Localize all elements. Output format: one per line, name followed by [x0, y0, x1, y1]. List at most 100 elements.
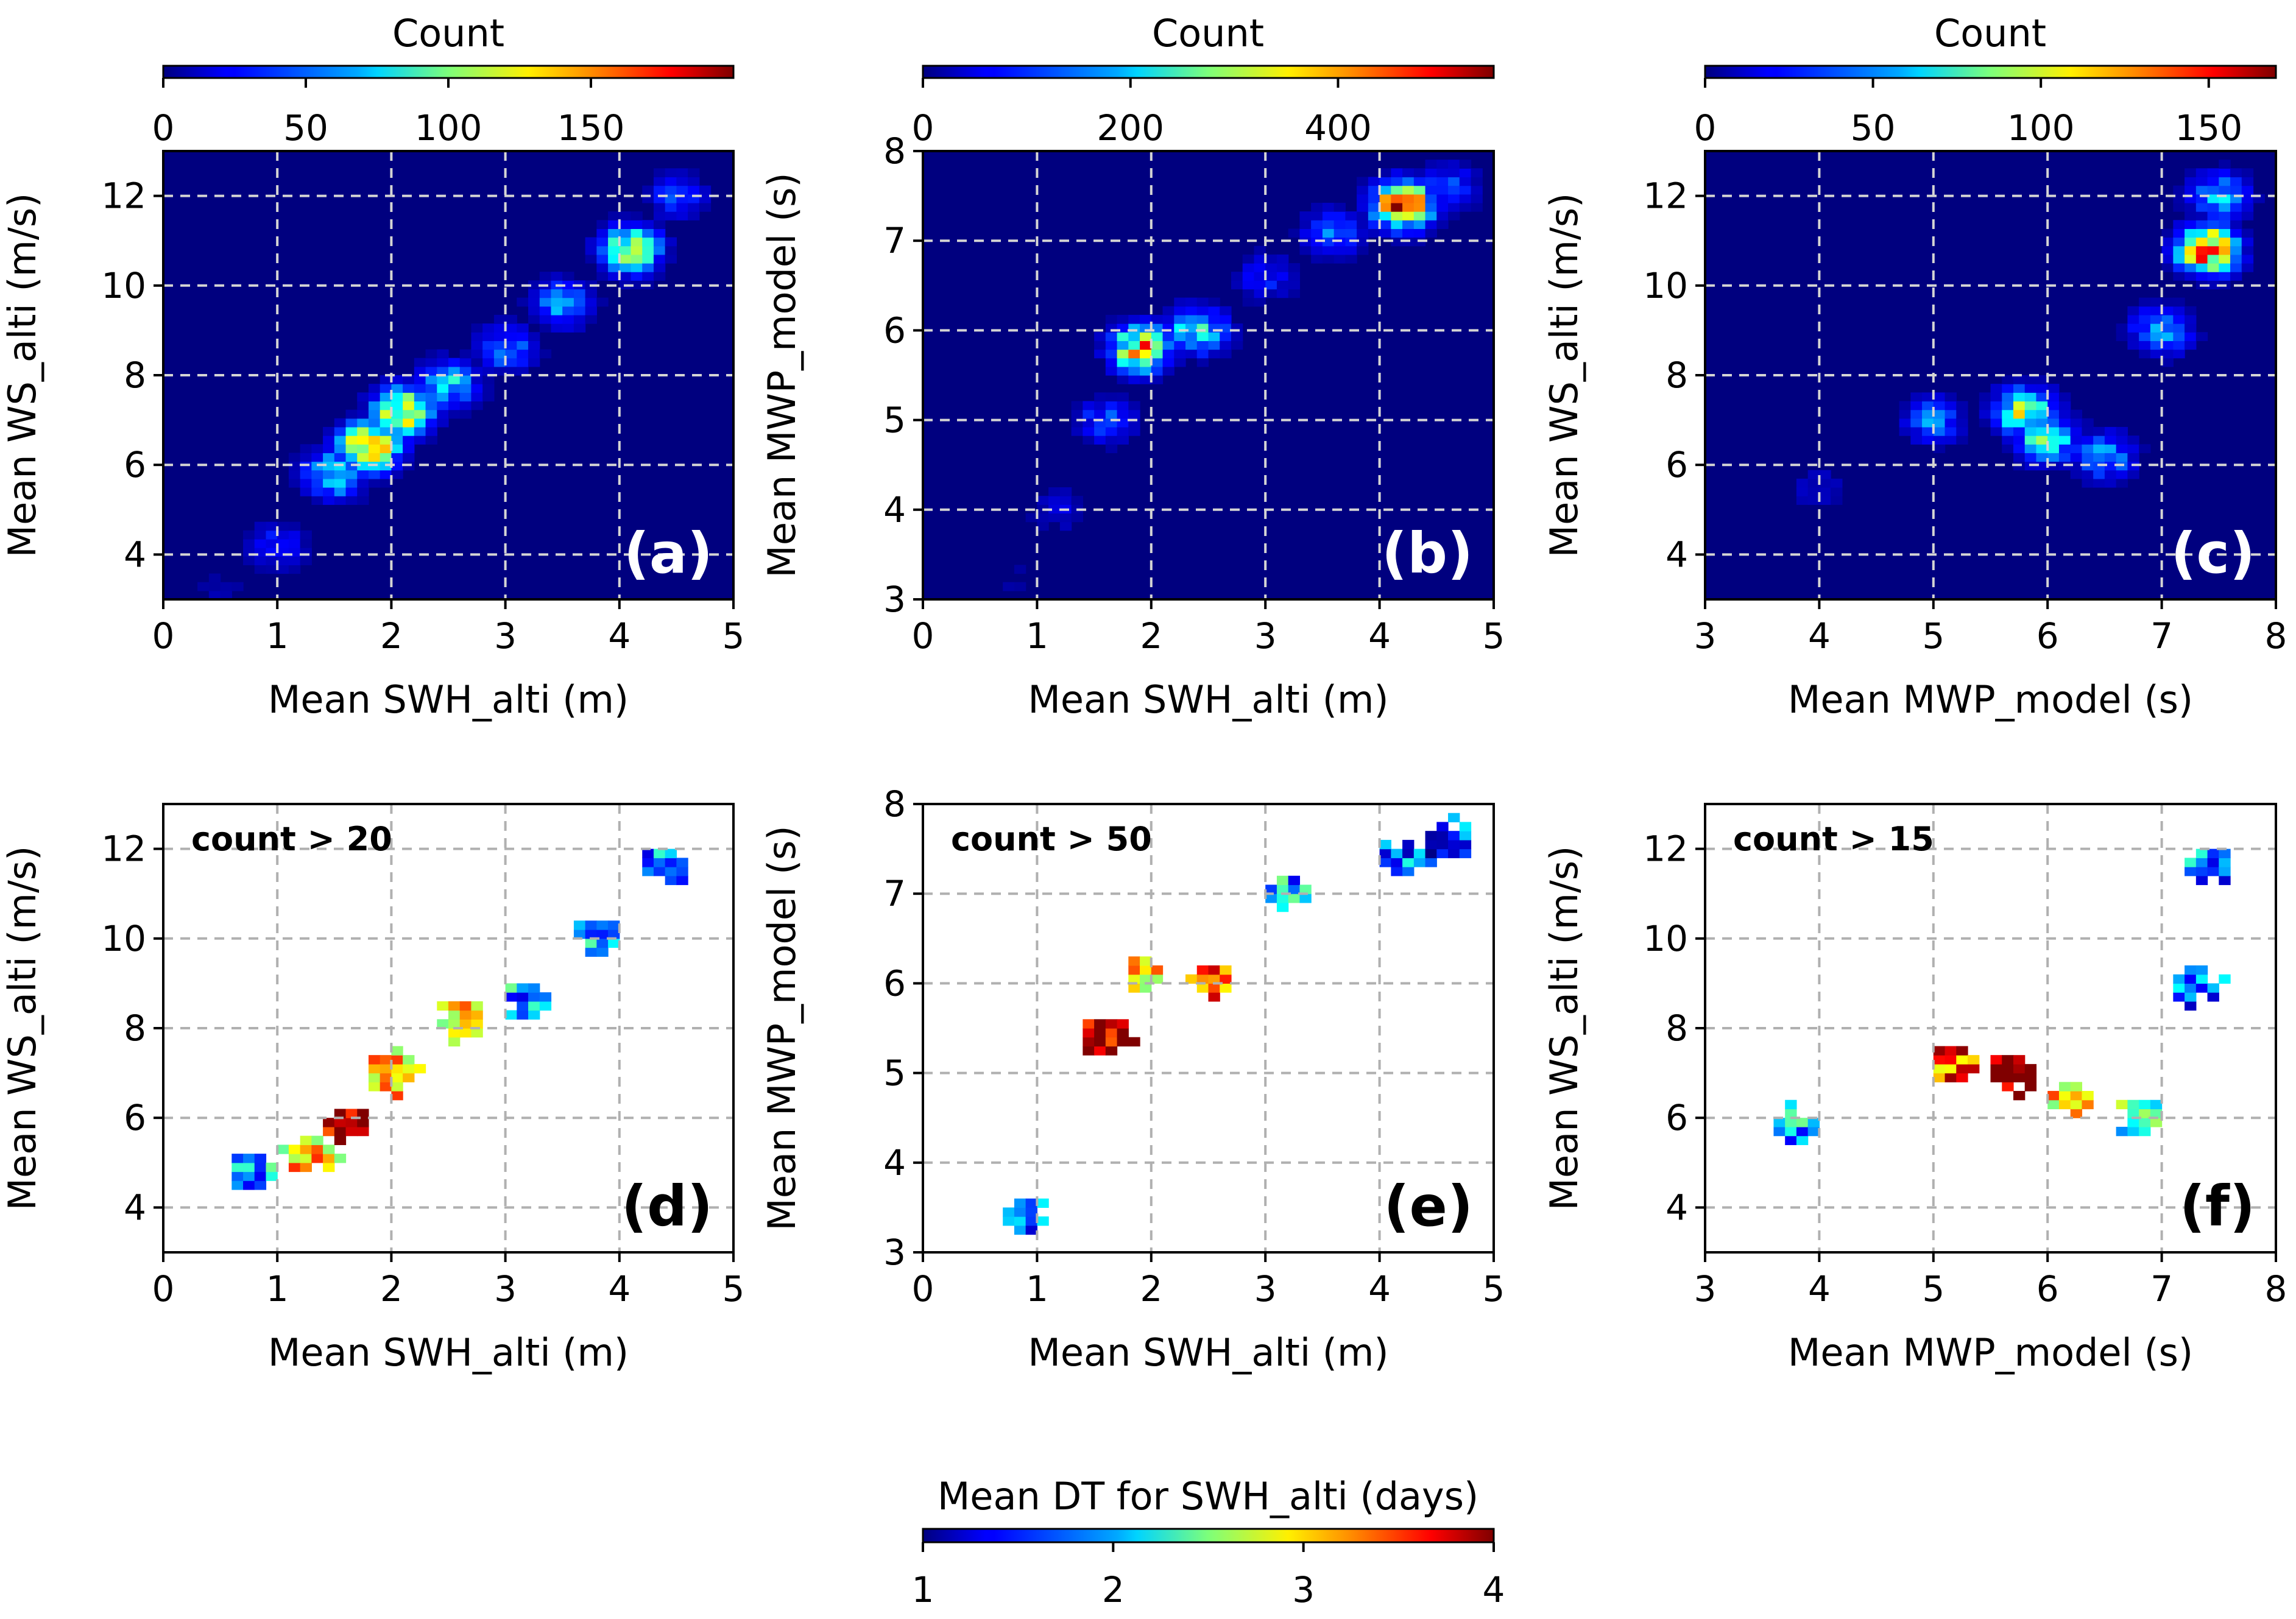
- heat-cell: [2104, 470, 2117, 479]
- heat-cell: [1185, 314, 1198, 324]
- heat-cell: [2185, 867, 2197, 877]
- heatmap-cells-c: [1796, 160, 2265, 505]
- heat-cell: [573, 929, 586, 939]
- heat-cell: [2093, 453, 2105, 462]
- heat-cell: [2070, 453, 2083, 462]
- heat-cell: [1014, 1216, 1026, 1226]
- heat-cell: [1037, 513, 1049, 523]
- heat-cell: [608, 237, 620, 247]
- x-tick-label: 7: [2150, 615, 2173, 657]
- heat-cell: [2116, 323, 2128, 333]
- heat-cell: [334, 1126, 347, 1137]
- count-threshold-note-f: count > 15: [1733, 820, 1934, 858]
- heat-cell: [2241, 237, 2254, 247]
- heat-cell: [1014, 1225, 1026, 1235]
- x-tick-label: 3: [1694, 615, 1717, 657]
- heat-cell: [380, 453, 392, 462]
- heat-cell: [631, 245, 643, 255]
- heat-cell: [585, 947, 597, 957]
- heat-cell: [1448, 185, 1460, 195]
- heat-cell: [448, 358, 461, 367]
- heat-cell: [1391, 858, 1403, 867]
- heat-cell: [391, 392, 403, 402]
- heat-cell: [2036, 409, 2048, 419]
- heat-cell: [1819, 496, 1831, 505]
- heat-cell: [528, 297, 540, 307]
- heat-cell: [2173, 992, 2185, 1002]
- x-tick-label: 6: [2036, 615, 2059, 657]
- heat-cell: [1773, 1118, 1786, 1127]
- heat-cell: [334, 444, 347, 453]
- heat-cell: [1083, 1028, 1095, 1038]
- heat-cell: [1425, 228, 1437, 238]
- heat-cell: [1105, 349, 1118, 359]
- heat-cell: [2127, 1118, 2139, 1127]
- heat-cell: [1436, 177, 1449, 186]
- y-tick-label: 5: [883, 400, 906, 441]
- heat-cell: [1311, 245, 1323, 255]
- heat-cell: [1196, 340, 1209, 350]
- heat-cell: [1105, 426, 1118, 436]
- heat-cell: [277, 538, 289, 548]
- heat-cell: [300, 1154, 312, 1163]
- count-threshold-note-e: count > 50: [951, 820, 1152, 858]
- heat-cell: [1265, 263, 1277, 272]
- heat-cell: [391, 409, 403, 419]
- heat-cell: [334, 1118, 347, 1127]
- heat-cell: [2127, 1126, 2139, 1137]
- heat-cell: [243, 1162, 255, 1173]
- heat-cell: [208, 590, 221, 599]
- heat-cell: [2173, 340, 2185, 350]
- heat-cell: [2207, 263, 2219, 272]
- colorbar-tick-label: 0: [912, 107, 934, 149]
- heat-cell: [311, 470, 323, 479]
- heat-cell: [1471, 194, 1483, 203]
- heat-cell: [665, 858, 677, 867]
- heat-cell: [1128, 1037, 1140, 1047]
- heat-cell: [2082, 1099, 2094, 1110]
- heat-cell: [368, 384, 381, 393]
- heat-cell: [2241, 185, 2254, 195]
- heat-cell: [1128, 965, 1140, 975]
- heat-cell: [2185, 965, 2197, 975]
- x-tick-label: 3: [1254, 1268, 1277, 1310]
- heat-cell: [2207, 280, 2219, 290]
- heat-cell: [2230, 272, 2242, 281]
- heat-cell: [631, 211, 643, 220]
- heat-cell: [2127, 436, 2139, 445]
- heat-cell: [391, 1063, 403, 1074]
- heat-cell: [1105, 358, 1118, 367]
- heat-cell: [1185, 974, 1198, 984]
- heat-cell: [665, 177, 677, 186]
- heat-cell: [1105, 436, 1118, 445]
- heat-cell: [1083, 401, 1095, 411]
- heat-cell: [1448, 839, 1460, 850]
- heat-cell: [1436, 220, 1449, 229]
- heat-cell: [1231, 332, 1243, 341]
- heat-cell: [1933, 1046, 1946, 1056]
- heat-cell: [448, 409, 461, 419]
- heat-cell: [1025, 513, 1037, 523]
- heat-cell: [1276, 280, 1289, 290]
- heat-cell: [539, 289, 552, 298]
- heat-cell: [345, 487, 358, 496]
- heat-cell: [300, 530, 312, 540]
- heat-cell: [2002, 436, 2014, 445]
- heat-cell: [2161, 314, 2174, 324]
- heat-cell: [1357, 211, 1369, 220]
- heat-cell: [1105, 444, 1118, 453]
- heat-cell: [642, 254, 654, 264]
- heat-cell: [1196, 974, 1209, 984]
- heat-cell: [2207, 194, 2219, 203]
- heat-cell: [368, 478, 381, 488]
- heat-cell: [631, 263, 643, 272]
- x-tick-label: 5: [722, 615, 745, 657]
- heat-cell: [1265, 894, 1277, 903]
- heat-cell: [2219, 237, 2231, 247]
- heat-cell: [1094, 392, 1106, 402]
- heat-cell: [266, 530, 278, 540]
- heat-cell: [220, 582, 232, 591]
- heat-cell: [1368, 211, 1380, 220]
- heat-cell: [1345, 220, 1357, 229]
